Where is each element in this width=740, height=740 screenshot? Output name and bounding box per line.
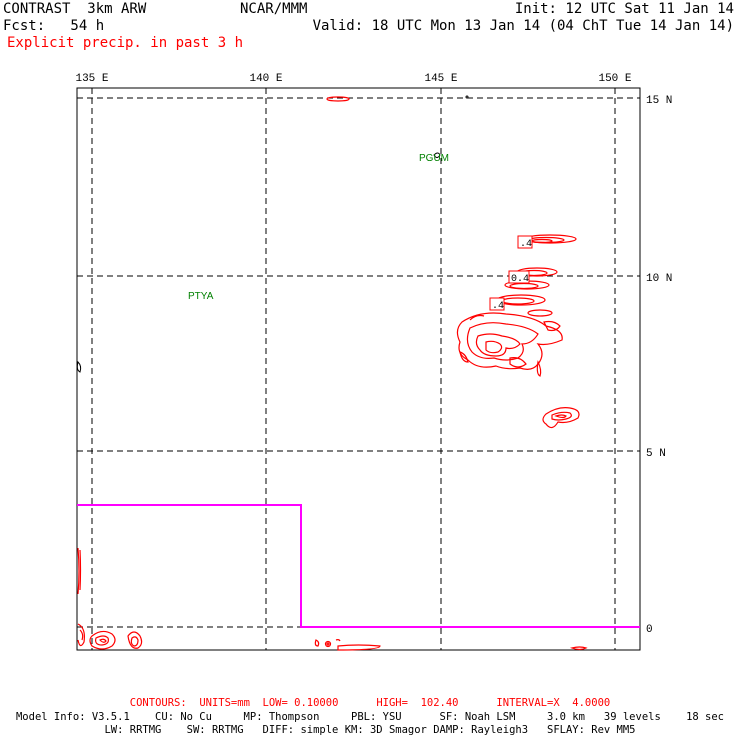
model-info-line-2: LW: RRTMG SW: RRTMG DIFF: simple KM: 3D … xyxy=(104,724,636,736)
lat-label-0: 0 xyxy=(646,624,653,636)
contour-info: CONTOURS: UNITS=mm LOW= 0.10000 HIGH= 10… xyxy=(129,697,611,709)
lon-label-140: 140 E xyxy=(249,73,282,85)
coastlines xyxy=(76,95,469,373)
contour-label-10n: 0.4 xyxy=(511,274,529,285)
init-time: Init: 12 UTC Sat 11 Jan 14 xyxy=(514,1,734,17)
forecast-hour: Fcst: 54 h xyxy=(3,18,105,34)
valid-time: Valid: 18 UTC Mon 13 Jan 14 (04 ChT Tue … xyxy=(312,18,734,34)
graticule xyxy=(77,88,640,650)
lat-label-15n: 15 N xyxy=(646,95,672,107)
contour-label-11n: .4 xyxy=(520,239,532,250)
lon-label-145: 145 E xyxy=(424,73,457,85)
precip-contours xyxy=(77,96,588,651)
station-label-pgum: PGUM xyxy=(419,153,449,164)
contour-label-9n: .4 xyxy=(492,301,504,312)
station-label-ptya: PTYA xyxy=(188,291,214,302)
organization-label: NCAR/MMM xyxy=(240,1,308,17)
map-frame xyxy=(76,87,641,651)
domain-boundary xyxy=(77,504,640,628)
model-info-line-1: Model Info: V3.5.1 CU: No Cu MP: Thompso… xyxy=(15,711,724,723)
lat-label-5n: 5 N xyxy=(646,448,666,460)
lon-label-135: 135 E xyxy=(75,73,108,85)
lat-label-10n: 10 N xyxy=(646,273,672,285)
lon-label-150: 150 E xyxy=(598,73,631,85)
field-title: Explicit precip. in past 3 h xyxy=(7,35,244,51)
model-title: CONTRAST 3km ARW xyxy=(3,1,147,17)
